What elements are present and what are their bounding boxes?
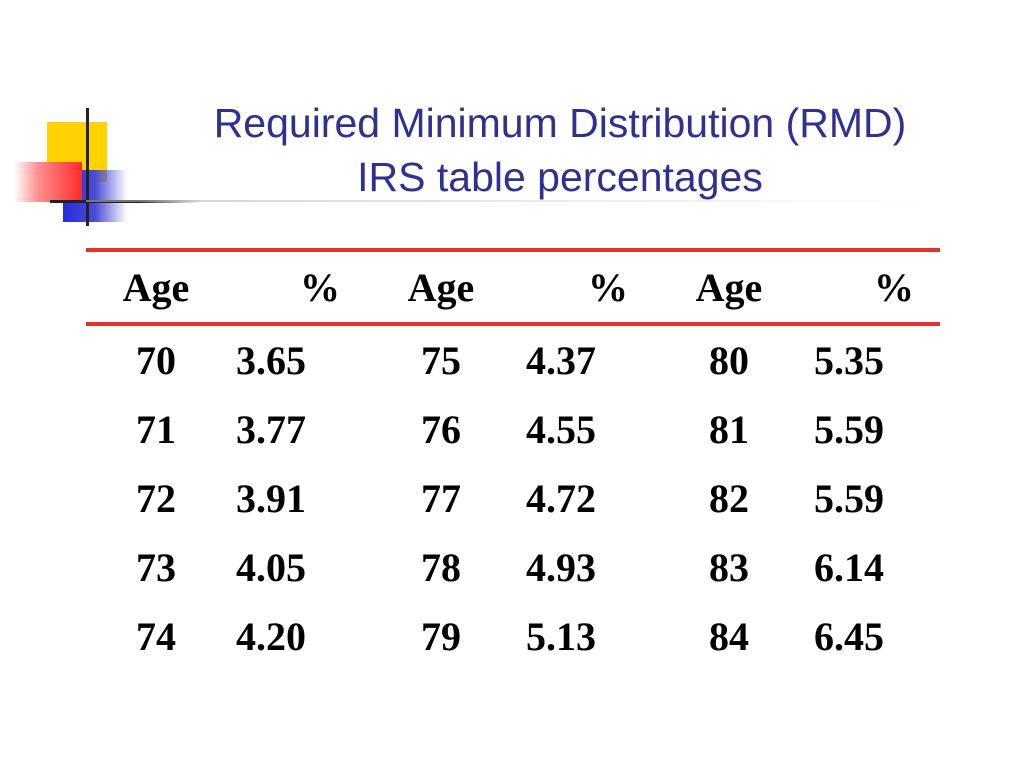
header-age-1: Age (122, 264, 190, 310)
rmd-table-body: 70 3.65 75 4.37 80 5.35 71 3.77 76 4.55 … (86, 326, 940, 671)
cell-pct: 6.14 (814, 545, 884, 590)
cell-pct: 5.13 (526, 614, 596, 659)
slide-title-line-1: Required Minimum Distribution (RMD) (213, 100, 907, 146)
cell-age: 82 (709, 476, 749, 521)
logo-red-square (14, 162, 82, 202)
cell-age: 81 (709, 407, 749, 452)
header-age-3: Age (695, 264, 763, 310)
cell-age: 72 (136, 476, 176, 521)
rmd-table: Age % Age % Age % (86, 252, 940, 322)
cell-pct: 4.20 (236, 614, 306, 659)
table-header-rule (86, 322, 940, 326)
cell-age: 73 (136, 545, 176, 590)
cell-pct: 4.05 (236, 545, 306, 590)
cell-age: 71 (136, 407, 176, 452)
header-age-2: Age (407, 264, 475, 310)
cell-pct: 3.65 (236, 338, 306, 383)
header-pct-2: % (588, 264, 628, 310)
table-header-row: Age % Age % Age % (86, 252, 940, 322)
cell-age: 83 (709, 545, 749, 590)
rmd-table-container: Age % Age % Age % 70 3.65 75 4.37 80 5.3… (86, 248, 940, 671)
logo-vertical-line (86, 108, 89, 226)
cell-age: 70 (136, 338, 176, 383)
cell-age: 76 (421, 407, 461, 452)
header-pct-1: % (300, 264, 340, 310)
cell-age: 75 (421, 338, 461, 383)
cell-pct: 4.93 (526, 545, 596, 590)
table-row: 72 3.91 77 4.72 82 5.59 (86, 464, 940, 533)
cell-age: 80 (709, 338, 749, 383)
title-underline (86, 200, 946, 202)
cell-pct: 5.59 (814, 407, 884, 452)
cell-age: 74 (136, 614, 176, 659)
cell-pct: 5.35 (814, 338, 884, 383)
table-row: 71 3.77 76 4.55 81 5.59 (86, 395, 940, 464)
decorative-logo-squares (0, 0, 200, 240)
cell-pct: 3.91 (236, 476, 306, 521)
table-row: 73 4.05 78 4.93 83 6.14 (86, 533, 940, 602)
cell-age: 84 (709, 614, 749, 659)
cell-pct: 4.37 (526, 338, 596, 383)
slide-title-line-2: IRS table percentages (357, 154, 763, 200)
cell-pct: 6.45 (814, 614, 884, 659)
cell-pct: 3.77 (236, 407, 306, 452)
table-row: 70 3.65 75 4.37 80 5.35 (86, 326, 940, 395)
table-top-rule (86, 248, 940, 252)
cell-pct: 5.59 (814, 476, 884, 521)
cell-pct: 4.72 (526, 476, 596, 521)
cell-age: 78 (421, 545, 461, 590)
table-row: 74 4.20 79 5.13 84 6.45 (86, 602, 940, 671)
cell-age: 79 (421, 614, 461, 659)
header-pct-3: % (874, 264, 914, 310)
cell-age: 77 (421, 476, 461, 521)
cell-pct: 4.55 (526, 407, 596, 452)
slide-title: Required Minimum Distribution (RMD) IRS … (150, 96, 970, 204)
